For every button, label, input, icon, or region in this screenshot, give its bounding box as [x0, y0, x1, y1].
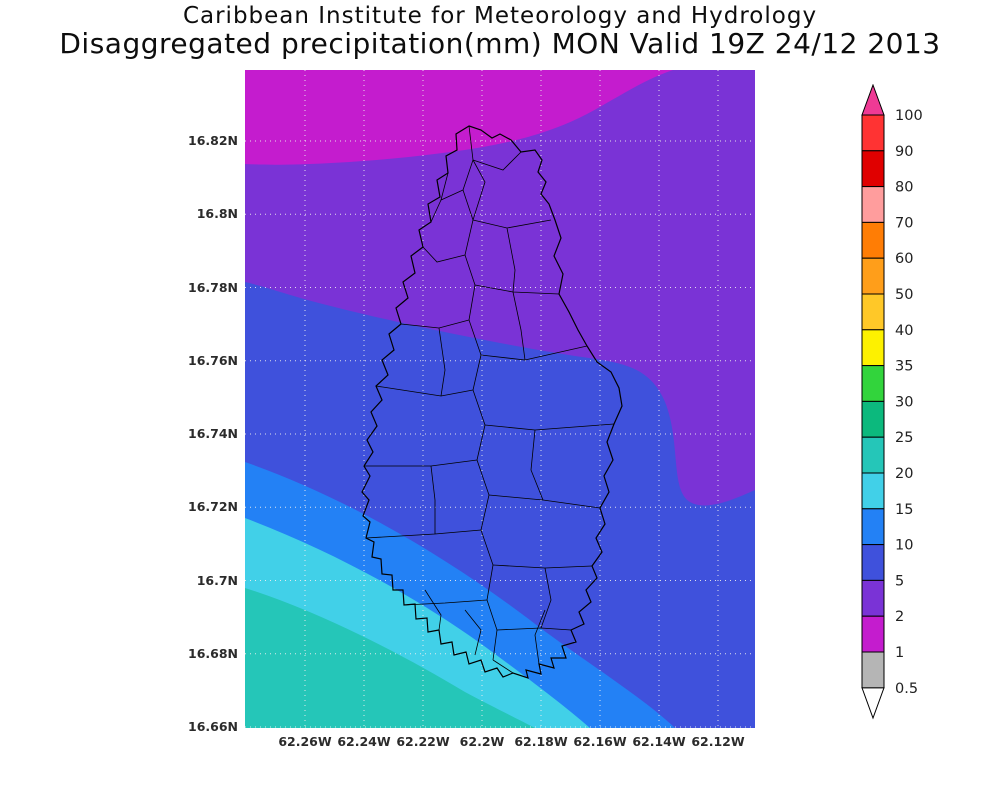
colorbar-label: 80 [895, 180, 913, 196]
watershed-boundary [540, 567, 552, 629]
colorbar-label: 30 [895, 394, 913, 410]
colorbar-segment [861, 257, 885, 295]
watershed-boundary [438, 327, 446, 397]
colorbar-label: 2 [895, 609, 904, 625]
colorbar-label: 35 [895, 359, 913, 375]
colorbar-top-arrow [861, 84, 885, 116]
island-coastline [361, 125, 623, 679]
x-tick-label: 62.24W [337, 734, 391, 749]
y-tick-label: 16.76N [188, 352, 238, 368]
colorbar-label: 100 [895, 108, 923, 124]
colorbar-label: 10 [895, 538, 913, 554]
colorbar-label: 70 [895, 215, 913, 231]
colorbar-legend: 100 90 80 70 60 50 40 35 30 25 20 15 10 5 2 1 0.5 [861, 84, 931, 724]
watershed-boundary [403, 599, 488, 606]
map-plot [245, 70, 755, 728]
x-tick-label: 62.18W [514, 734, 568, 749]
colorbar-segment [861, 472, 885, 510]
precipitation-map-svg [245, 70, 755, 728]
colorbar-segment [861, 436, 885, 474]
watershed-boundary [530, 429, 544, 501]
x-tick-label: 62.26W [278, 734, 332, 749]
colorbar-label: 25 [895, 430, 913, 446]
watershed-boundary [472, 159, 486, 221]
watershed-boundary [512, 291, 526, 361]
watershed-boundary [506, 227, 516, 293]
y-tick-label: 16.68N [188, 645, 238, 661]
colorbar-segment [861, 365, 885, 402]
x-tick-label: 62.12W [691, 734, 745, 749]
contour-region-1-2 [245, 70, 673, 165]
watershed-boundary [430, 465, 436, 534]
colorbar-label: 1 [895, 645, 904, 661]
y-tick-label: 16.72N [188, 499, 238, 515]
colorbar-segment [861, 221, 885, 259]
x-tick-label: 62.2W [459, 734, 505, 749]
x-tick-label: 62.14W [632, 734, 686, 749]
watershed-boundary [472, 151, 522, 171]
colorbar-label: 60 [895, 251, 913, 267]
y-tick-label: 16.66N [188, 719, 238, 734]
colorbar-bottom-arrow [861, 687, 885, 720]
colorbar-segment [861, 329, 885, 367]
contour-region-20-25 [245, 588, 535, 728]
colorbar-segment [861, 508, 885, 546]
grid-lines [245, 70, 755, 728]
colorbar-segment [861, 651, 885, 689]
colorbar-segment [861, 293, 885, 331]
colorbar-label: 15 [895, 502, 913, 518]
x-tick-label: 62.22W [396, 734, 450, 749]
colorbar-svg: 100 90 80 70 60 50 40 35 30 25 20 15 10 5 2 1 0.5 [861, 84, 923, 720]
watershed-boundary [424, 589, 442, 631]
colorbar-label: 50 [895, 287, 913, 303]
watershed-boundary [422, 246, 466, 263]
institute-title: Caribbean Institute for Meteorology and … [182, 3, 818, 29]
colorbar-segment [861, 114, 885, 152]
watershed-boundary [492, 659, 514, 674]
colorbar-segment [861, 400, 885, 438]
colorbar-segment [861, 186, 885, 223]
watershed-boundary [430, 199, 442, 223]
colorbar-segment [861, 544, 885, 581]
y-tick-label: 16.74N [188, 426, 238, 441]
y-tick-label: 16.82N [188, 133, 238, 148]
watershed-boundary [534, 609, 546, 665]
colorbar-label: 0.5 [895, 681, 918, 697]
colorbar-segment [861, 150, 885, 188]
colorbar-segment [861, 615, 885, 653]
y-axis-labels: 16.82N 16.8N 16.78N 16.76N 16.74N 16.72N 16.7N… [148, 70, 238, 734]
plot-subtitle: Disaggregated precipitation(mm) MON Vali… [59, 27, 941, 60]
watershed-boundary [464, 609, 482, 656]
x-tick-label: 62.16W [573, 734, 627, 749]
island-watersheds-overlay [361, 125, 623, 679]
colorbar-label: 5 [895, 573, 904, 589]
colorbar-segment [861, 579, 885, 617]
colorbar-label: 40 [895, 323, 913, 339]
x-axis-labels: 62.26W 62.24W 62.22W 62.2W 62.18W 62.16W 62.14… [245, 734, 755, 754]
colorbar-label: 20 [895, 466, 913, 482]
colorbar-label: 90 [895, 144, 913, 160]
y-tick-label: 16.7N [196, 572, 238, 588]
y-tick-label: 16.8N [196, 206, 238, 222]
y-tick-label: 16.78N [188, 279, 238, 295]
